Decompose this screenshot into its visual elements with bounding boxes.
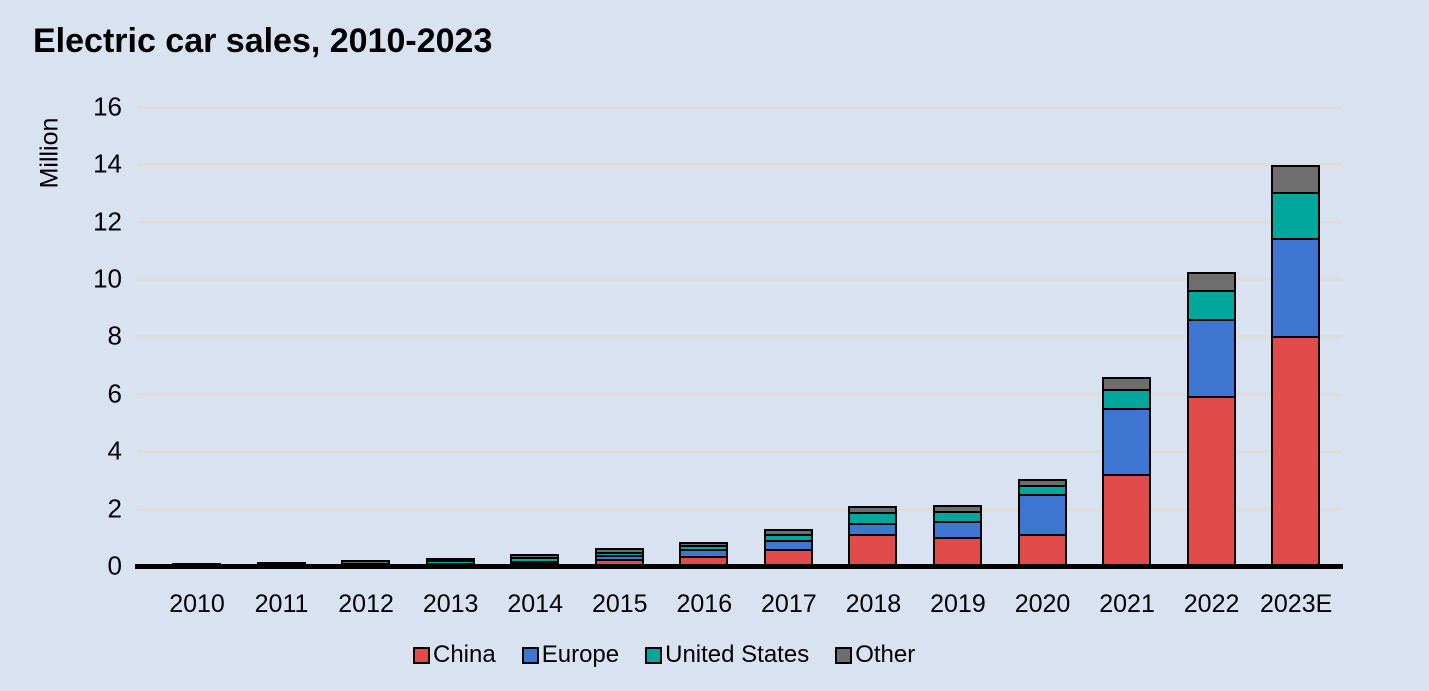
bar-segment-europe	[1273, 238, 1319, 336]
x-axis-label: 2017	[761, 590, 817, 618]
bar-segment-china	[934, 536, 980, 566]
legend: China Europe United States Other	[413, 641, 915, 669]
x-axis-label: 2018	[845, 590, 902, 618]
y-tick-label: 8	[107, 320, 122, 351]
bar-segment-other	[850, 508, 896, 513]
x-axis-label: 2019	[930, 590, 986, 618]
bar-segment-united-states	[1273, 192, 1319, 239]
legend-item-other: Other	[835, 641, 915, 669]
legend-swatch-icon	[645, 646, 663, 664]
bar-segment-china	[765, 548, 811, 566]
bar-segment-other	[1104, 378, 1150, 389]
legend-item-united-states: United States	[645, 641, 809, 669]
bar-segment-united-states	[427, 560, 473, 564]
legend-label: Other	[855, 641, 916, 668]
bar-segment-europe	[596, 555, 642, 560]
bar-segment-china	[1188, 396, 1234, 566]
bar-segment-europe	[512, 560, 558, 564]
y-tick-label: 0	[107, 550, 122, 581]
gridline	[137, 105, 1342, 109]
gridline	[137, 278, 1342, 281]
x-axis-label: 2013	[422, 590, 479, 618]
gridline	[137, 335, 1342, 339]
bar-segment-other	[1188, 274, 1234, 290]
x-axis-label: 2014	[507, 590, 563, 618]
bar-segment-china	[596, 559, 642, 566]
bar-segment-united-states	[850, 512, 896, 523]
bar-segment-united-states	[512, 557, 558, 561]
x-axis-label: 2010	[169, 590, 225, 618]
y-tick-label: 16	[93, 91, 122, 122]
gridline	[137, 220, 1342, 224]
x-axis-label: 2020	[1014, 590, 1071, 618]
bar-segment-united-states	[1188, 289, 1234, 319]
y-tick-label: 4	[107, 435, 122, 466]
bar-segment-other	[512, 556, 558, 558]
bar-segment-other	[596, 550, 642, 552]
gridline	[137, 450, 1342, 454]
bar-segment-other	[765, 531, 811, 535]
legend-swatch-icon	[521, 646, 539, 664]
legend-swatch-icon	[413, 646, 430, 664]
bar-segment-other	[681, 543, 727, 545]
x-axis-label: 2016	[676, 590, 733, 618]
y-tick-label: 14	[93, 148, 122, 179]
legend-label: Europe	[541, 641, 620, 668]
bar-2020	[1017, 478, 1067, 568]
bar-segment-china	[1273, 335, 1319, 566]
x-axis-label: 2023E	[1259, 590, 1333, 618]
bar-segment-china	[1104, 473, 1150, 566]
x-axis-label: 2022	[1183, 590, 1240, 618]
bar-2022	[1186, 272, 1236, 568]
x-axis-line	[135, 564, 1343, 569]
bar-segment-europe	[1019, 493, 1065, 534]
bar-2019	[932, 504, 982, 568]
gridline	[137, 392, 1342, 396]
y-tick-label: 12	[93, 206, 122, 237]
bar-2017	[763, 529, 813, 568]
bar-segment-europe	[850, 522, 896, 535]
x-axis-label: 2011	[254, 590, 309, 618]
gridline	[137, 163, 1342, 167]
bar-segment-europe	[765, 539, 811, 549]
legend-item-europe: Europe	[521, 641, 620, 669]
bar-2018	[848, 506, 898, 568]
bar-2021	[1102, 376, 1152, 568]
bar-segment-united-states	[343, 562, 389, 565]
bar-segment-other	[934, 506, 980, 512]
bar-segment-united-states	[765, 534, 811, 540]
bar-segment-united-states	[596, 551, 642, 556]
bar-segment-china	[1019, 533, 1065, 566]
bar-segment-other	[1273, 166, 1319, 193]
legend-swatch-icon	[835, 646, 853, 664]
bar-segment-china	[681, 555, 727, 566]
legend-label: United States	[665, 641, 810, 668]
bar-segment-united-states	[681, 544, 727, 550]
bar-segment-other	[343, 561, 389, 563]
x-axis-label: 2021	[1099, 590, 1155, 618]
bar-segment-united-states	[934, 511, 980, 521]
bar-segment-united-states	[1019, 485, 1065, 494]
x-axis-label: 2015	[591, 590, 648, 618]
bar-segment-china	[850, 534, 896, 566]
y-tick-label: 2	[107, 493, 122, 524]
chart-title: Electric car sales, 2010-2023	[33, 22, 493, 60]
bar-segment-europe	[681, 549, 727, 556]
gridline	[137, 507, 1342, 511]
y-tick-label: 10	[93, 263, 122, 294]
legend-label: China	[433, 641, 496, 668]
bar-segment-united-states	[1104, 388, 1150, 408]
legend-item-china: China	[413, 641, 496, 669]
x-axis-label: 2012	[338, 590, 394, 618]
y-tick-label: 6	[107, 378, 122, 409]
bar-segment-europe	[1188, 318, 1234, 397]
bar-segment-europe	[1104, 407, 1150, 474]
bar-segment-other	[1019, 480, 1065, 486]
bar-2015	[594, 548, 644, 568]
bar-segment-europe	[934, 520, 980, 537]
bar-2023E	[1271, 164, 1321, 568]
bar-segment-other	[427, 559, 473, 561]
